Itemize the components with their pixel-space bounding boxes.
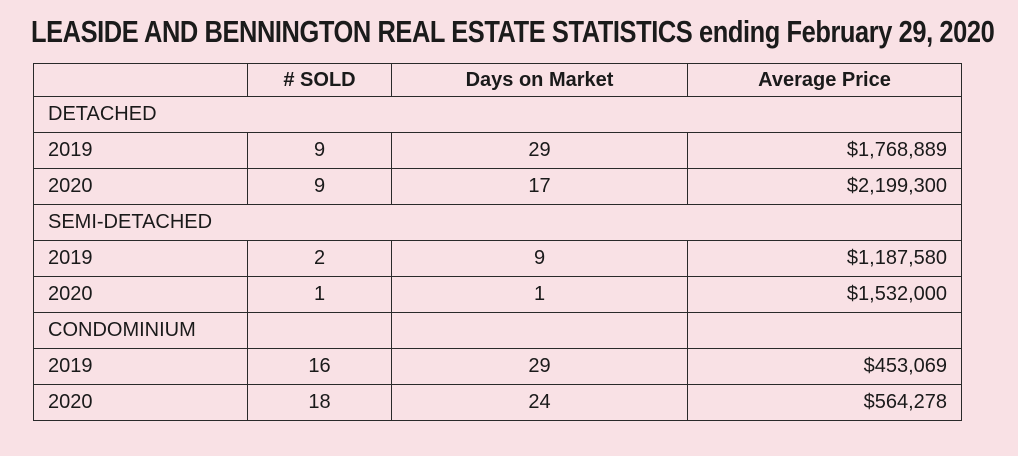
sold-cell: 1 [247, 276, 392, 313]
header-average-price: Average Price [687, 63, 962, 97]
section-label: SEMI-DETACHED [33, 204, 962, 241]
year-cell: 2020 [33, 384, 248, 421]
average-price-cell: $1,532,000 [687, 276, 962, 313]
sold-cell: 9 [247, 168, 392, 205]
empty-cell [687, 312, 962, 349]
average-price-cell: $1,187,580 [687, 240, 962, 277]
section-row-detached: DETACHED [33, 96, 962, 133]
days-on-market-cell: 29 [391, 348, 688, 385]
section-label: DETACHED [33, 96, 962, 133]
year-cell: 2020 [33, 168, 248, 205]
average-price-cell: $1,768,889 [687, 132, 962, 169]
table-row: 2019 2 9 $1,187,580 [33, 240, 962, 277]
days-on-market-cell: 9 [391, 240, 688, 277]
days-on-market-cell: 29 [391, 132, 688, 169]
header-days-on-market: Days on Market [391, 63, 688, 97]
sold-cell: 9 [247, 132, 392, 169]
table-row: 2019 9 29 $1,768,889 [33, 132, 962, 169]
days-on-market-cell: 24 [391, 384, 688, 421]
statistics-table: # SOLD Days on Market Average Price DETA… [33, 63, 962, 421]
table-header-row: # SOLD Days on Market Average Price [33, 63, 962, 97]
table-row: 2020 18 24 $564,278 [33, 384, 962, 421]
section-row-condominium: CONDOMINIUM [33, 312, 962, 349]
header-empty-cell [33, 63, 248, 97]
table-row: 2020 1 1 $1,532,000 [33, 276, 962, 313]
year-cell: 2019 [33, 348, 248, 385]
days-on-market-cell: 17 [391, 168, 688, 205]
average-price-cell: $453,069 [687, 348, 962, 385]
section-row-semi-detached: SEMI-DETACHED [33, 204, 962, 241]
year-cell: 2020 [33, 276, 248, 313]
sold-cell: 16 [247, 348, 392, 385]
header-sold: # SOLD [247, 63, 392, 97]
average-price-cell: $564,278 [687, 384, 962, 421]
table-row: 2020 9 17 $2,199,300 [33, 168, 962, 205]
table-row: 2019 16 29 $453,069 [33, 348, 962, 385]
average-price-cell: $2,199,300 [687, 168, 962, 205]
year-cell: 2019 [33, 132, 248, 169]
empty-cell [247, 312, 392, 349]
empty-cell [391, 312, 688, 349]
section-label: CONDOMINIUM [33, 312, 248, 349]
page-title: LEASIDE AND BENNINGTON REAL ESTATE STATI… [31, 14, 995, 49]
sold-cell: 18 [247, 384, 392, 421]
days-on-market-cell: 1 [391, 276, 688, 313]
sold-cell: 2 [247, 240, 392, 277]
year-cell: 2019 [33, 240, 248, 277]
